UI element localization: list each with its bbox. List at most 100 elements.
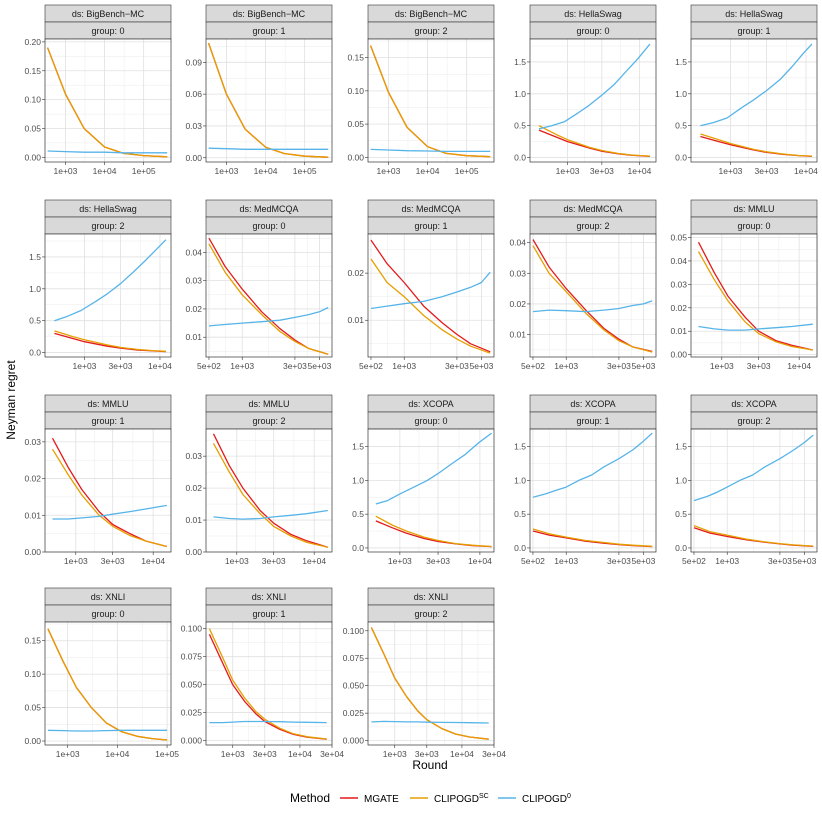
- panel-1: ds: BigBench−MC group: 0 0.00 0.05 0.10 0.15 0…: [24, 4, 172, 176]
- series-line-clipogd-sc: [697, 251, 813, 351]
- series-line-clipogd-0: [54, 239, 167, 322]
- y-tick-label: 1.5: [29, 252, 41, 262]
- series-line-clipogd-sc: [370, 627, 489, 740]
- panel-border: [367, 428, 495, 553]
- panel-7: ds: MedMCQA group: 0 0.01 0.02 0.03 0.04 5e+02…: [185, 199, 333, 371]
- x-tick-label: 3e+04: [320, 749, 344, 759]
- series-line-clipogd-0: [532, 300, 653, 313]
- x-axis-title: Round: [412, 758, 447, 772]
- x-tick-label: 1e+04: [254, 166, 278, 176]
- y-tick-label: 0.00: [347, 152, 364, 162]
- strip-group-label: group: 1: [252, 26, 285, 36]
- series-line-clipogd-sc: [693, 524, 814, 547]
- series-line-clipogd-sc: [375, 515, 492, 548]
- y-tick-label: 0.100: [181, 624, 203, 634]
- strip-ds-label: ds: XNLI: [414, 592, 449, 602]
- series-line-clipogd-sc: [51, 448, 167, 548]
- x-tick-label: 1e+04: [141, 556, 165, 566]
- x-tick-label: 1e+03: [221, 749, 245, 759]
- panel-border: [529, 233, 657, 358]
- panel-8: ds: MedMCQA group: 1 0.01 0.02 5e+02 1e+03 3e+…: [347, 199, 495, 371]
- x-tick-label: 1e+03: [556, 166, 580, 176]
- strip-group-label: group: 2: [576, 221, 609, 231]
- x-tick-label: 1e+04: [105, 749, 129, 759]
- y-tick-label: 0.04: [509, 238, 526, 248]
- series-line-clipogd-0: [370, 271, 491, 310]
- x-tick-label: 1e+05: [132, 166, 156, 176]
- panel-background: [206, 39, 332, 162]
- x-tick-label: 5e+02: [521, 556, 545, 566]
- x-tick-label: 3e+03: [607, 361, 631, 371]
- panel-6: ds: HellaSwag group: 2 0.0 0.5 1.0 1.5 1e+03 3e…: [29, 199, 172, 371]
- panel-border: [205, 233, 333, 358]
- y-tick-label: 0.15: [347, 53, 364, 63]
- y-tick-label: 0.02: [347, 268, 364, 278]
- y-tick-label: 0.02: [185, 483, 202, 493]
- x-tick-label: 1e+04: [794, 166, 818, 176]
- panel-10: ds: MMLU group: 0 0.00 0.01 0.02 0.03 0.04 0.05…: [670, 199, 818, 371]
- x-tick-label: 1e+04: [416, 166, 440, 176]
- x-tick-label: 5e+02: [197, 361, 221, 371]
- y-tick-label: 0.0: [514, 153, 526, 163]
- y-tick-label: 0.03: [670, 279, 687, 289]
- series-line-clipogd-0: [538, 43, 651, 130]
- strip-ds-label: ds: HellaSwag: [79, 204, 137, 214]
- series-line-clipogd-0: [370, 148, 491, 153]
- strip-ds-label: ds: MMLU: [733, 204, 774, 214]
- y-tick-label: 1.5: [675, 442, 687, 452]
- y-tick-label: 0.075: [343, 653, 365, 663]
- y-tick-label: 0.05: [24, 124, 41, 134]
- x-tick-label: 5e+03: [469, 361, 493, 371]
- y-tick-label: 0.0: [675, 153, 687, 163]
- y-tick-label: 0.04: [670, 256, 687, 266]
- y-tick-label: 0.00: [185, 153, 202, 163]
- x-tick-label: 1e+03: [715, 556, 739, 566]
- strip-ds-label: ds: MedMCQA: [239, 204, 298, 214]
- panel-border: [367, 233, 495, 358]
- x-tick-label: 1e+05: [155, 749, 179, 759]
- y-tick-label: 0.10: [24, 95, 41, 105]
- series-line-clipogd-sc: [54, 330, 166, 352]
- panel-background: [530, 234, 656, 357]
- series-line-clipogd-sc: [370, 258, 491, 354]
- legend-title: Method: [290, 791, 330, 805]
- series-line-clipogd-sc: [47, 628, 168, 741]
- x-tick-label: 1e+04: [93, 166, 117, 176]
- x-tick-label: 1e+03: [56, 749, 80, 759]
- y-tick-label: 0.06: [185, 89, 202, 99]
- series-line-clipogd-sc: [532, 245, 653, 353]
- panel-border: [529, 428, 657, 553]
- strip-group-label: group: 1: [414, 221, 447, 231]
- series-line-clipogd-sc: [538, 125, 650, 157]
- legend-label-clipogd-0: CLIPOGD0: [522, 793, 571, 805]
- legend-label-clipogd-0-sup: 0: [567, 793, 571, 800]
- strip-group-label: group: 0: [252, 221, 285, 231]
- panel-border: [690, 233, 818, 358]
- y-tick-label: 0.03: [509, 268, 526, 278]
- y-tick-label: 0.02: [185, 304, 202, 314]
- y-tick-label: 0.03: [185, 451, 202, 461]
- y-tick-label: 0.15: [24, 66, 41, 76]
- y-tick-label: 1.0: [29, 284, 41, 294]
- y-tick-label: 0.00: [185, 547, 202, 557]
- panel-2: ds: BigBench−MC group: 1 0.00 0.03 0.06 0.09 1…: [185, 4, 333, 176]
- y-tick-label: 0.01: [670, 326, 687, 336]
- y-tick-label: 0.025: [343, 708, 365, 718]
- y-tick-label: 0.00: [24, 152, 41, 162]
- panel-background: [691, 39, 817, 162]
- panel-border: [529, 38, 657, 163]
- strip-group-label: group: 1: [91, 416, 124, 426]
- y-tick-label: 0.03: [24, 437, 41, 447]
- x-tick-label: 3e+03: [283, 361, 307, 371]
- y-tick-label: 0.000: [181, 736, 203, 746]
- y-tick-label: 1.0: [514, 475, 526, 485]
- y-tick-label: 0.05: [670, 233, 687, 243]
- y-tick-label: 0.5: [675, 509, 687, 519]
- y-tick-label: 0.0: [514, 543, 526, 553]
- panel-background: [530, 39, 656, 162]
- panel-17: ds: XNLI group: 1 0.000 0.025 0.050 0.075 0.10…: [181, 587, 344, 759]
- y-tick-label: 0.0: [352, 543, 364, 553]
- x-tick-label: 5e+02: [682, 556, 706, 566]
- y-tick-label: 0.00: [24, 736, 41, 746]
- x-tick-label: 3e+03: [415, 749, 439, 759]
